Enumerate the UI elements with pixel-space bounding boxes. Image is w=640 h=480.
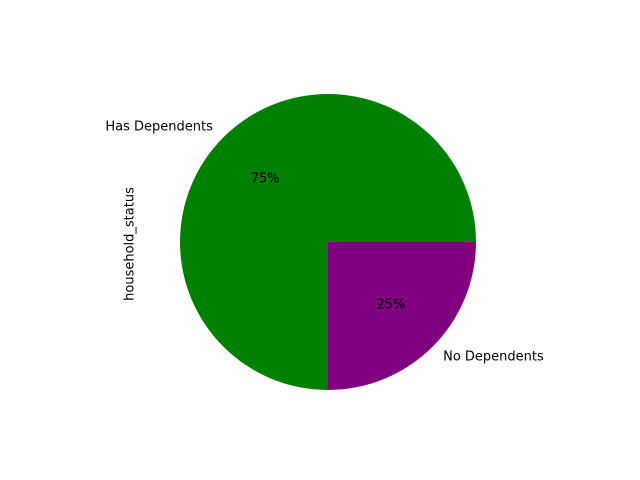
y-axis-label: household_status	[123, 187, 138, 301]
pie-slice-no-dependents	[328, 242, 476, 390]
pie-pct-label: 25%	[376, 297, 405, 312]
pie-labels: 75% Has Dependents 25% No Dependents	[105, 119, 544, 364]
pie-slices	[180, 94, 476, 390]
pie-category-label: Has Dependents	[105, 119, 213, 134]
pie-pct-label: 75%	[251, 172, 280, 187]
pie-category-label: No Dependents	[443, 350, 544, 365]
